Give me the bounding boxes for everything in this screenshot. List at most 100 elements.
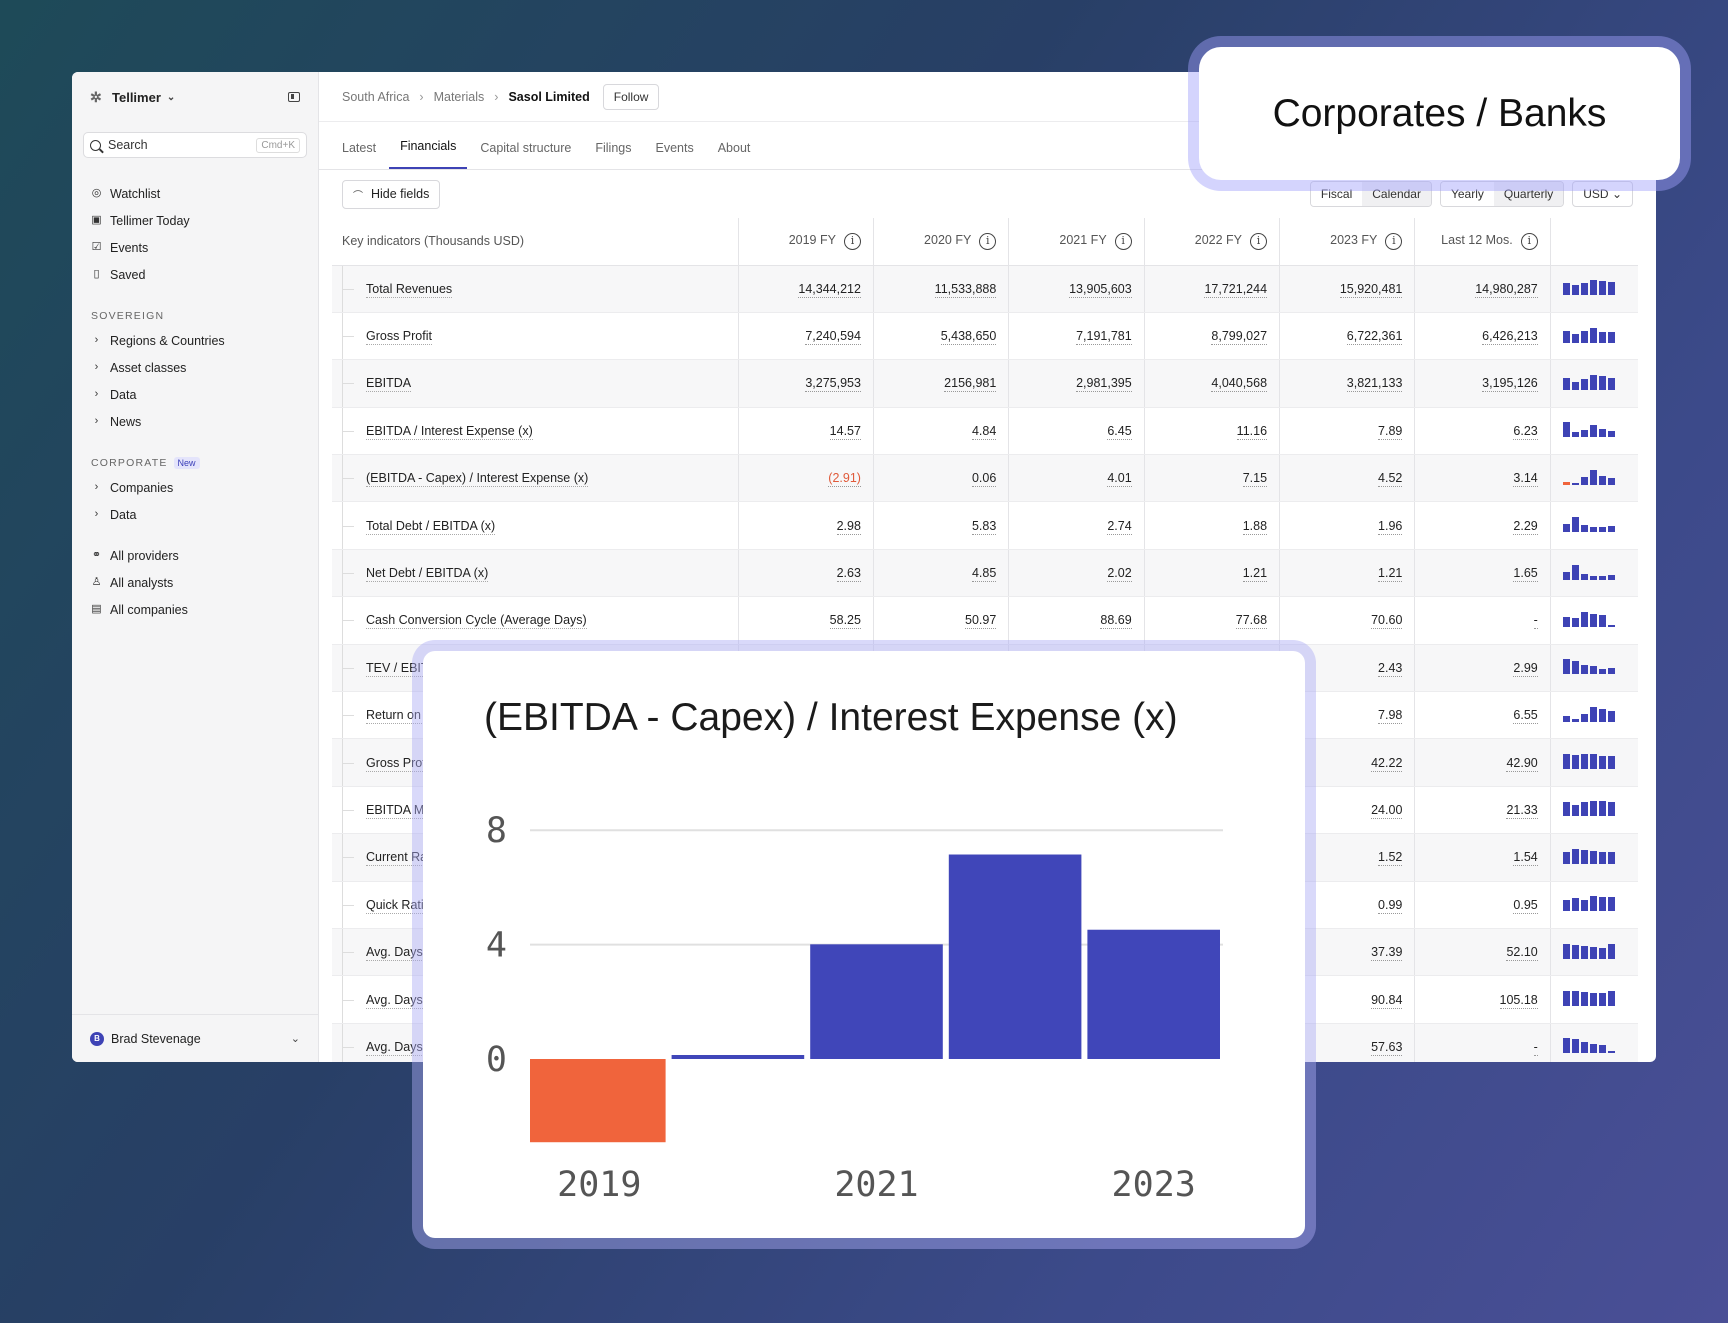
value-cell: 4.85: [872, 549, 1009, 598]
chevron-right-icon: ›: [419, 89, 424, 104]
sparkline-bar: [1580, 283, 1588, 296]
sparkline-bar: [1580, 430, 1588, 438]
nav-all-analysts[interactable]: ♙ All analysts: [72, 569, 318, 596]
section-sovereign: SOVEREIGN: [91, 310, 165, 322]
row-label[interactable]: (EBITDA - Capex) / Interest Expense (x): [366, 471, 589, 488]
tab-filings[interactable]: Filings: [595, 141, 632, 155]
value-cell: 88.69: [1008, 596, 1145, 645]
value-cell: 3,275,953: [737, 359, 874, 408]
tab-latest[interactable]: Latest: [342, 141, 377, 155]
sparkline-bar: [1580, 525, 1588, 533]
currency-value: USD: [1583, 187, 1609, 201]
tab-financials[interactable]: Financials: [389, 139, 468, 169]
sparkline: [1562, 848, 1615, 864]
sparkline-bar: [1598, 281, 1606, 296]
nav-saved[interactable]: ▯ Saved: [72, 261, 318, 288]
follow-button[interactable]: Follow: [602, 83, 660, 110]
nav-regions-countries[interactable]: › Regions & Countries: [72, 327, 318, 354]
nav-sovereign-data[interactable]: › Data: [72, 381, 318, 408]
nav-tellimer-today[interactable]: ▣ Tellimer Today: [72, 207, 318, 234]
currency-select[interactable]: USD ⌄: [1572, 181, 1633, 207]
calendar-option[interactable]: Calendar: [1362, 182, 1431, 206]
breadcrumb-country[interactable]: South Africa: [342, 89, 410, 104]
sparkline-bar: [1571, 432, 1579, 438]
cell-value: 2.98: [836, 518, 861, 535]
value-cell: 6,722,361: [1279, 312, 1415, 361]
nav-companies[interactable]: › Companies: [72, 474, 318, 501]
table-row[interactable]: EBITDA / Interest Expense (x) 14.57 4.84 6.…: [332, 407, 1638, 456]
sparkline-bar: [1607, 377, 1615, 390]
sparkline-bar: [1589, 946, 1597, 959]
info-icon[interactable]: i: [1520, 232, 1538, 250]
tab-about[interactable]: About: [717, 141, 751, 155]
nav-all-providers[interactable]: ⚭ All providers: [72, 542, 318, 569]
value-cell: 7,191,781: [1008, 312, 1145, 361]
sparkline-cell: [1549, 359, 1638, 408]
cell-value: 7.15: [1242, 471, 1268, 488]
bar-2023[interactable]: [1087, 929, 1220, 1059]
workspace-switcher[interactable]: ✲ Tellimer ⌄: [72, 72, 318, 122]
row-label[interactable]: EBITDA: [366, 376, 412, 393]
tab-capital-structure[interactable]: Capital structure: [480, 141, 572, 155]
info-icon[interactable]: i: [979, 232, 997, 250]
value-cell: 21.33: [1414, 786, 1551, 835]
sparkline: [1562, 658, 1615, 675]
table-row[interactable]: Total Debt / EBITDA (x) 2.98 5.83 2.74 1.88 1…: [332, 501, 1638, 550]
nav-all-companies[interactable]: ▤ All companies: [72, 596, 318, 623]
info-icon[interactable]: i: [843, 232, 861, 250]
table-row[interactable]: Cash Conversion Cycle (Average Days) 58.2…: [332, 596, 1638, 645]
chevron-down-icon: ⌄: [166, 91, 176, 103]
eye-off-icon: ⌒: [353, 190, 363, 202]
nav-asset-classes[interactable]: › Asset classes: [72, 354, 318, 381]
sparkline-bar: [1598, 331, 1606, 343]
bar-2021[interactable]: [810, 944, 943, 1059]
value-cell: 0.06: [872, 454, 1009, 503]
breadcrumb-sector[interactable]: Materials: [433, 89, 485, 104]
column-header: 2019 FY i: [737, 218, 874, 266]
row-label[interactable]: Gross Profit: [366, 329, 432, 346]
row-label[interactable]: Total Revenues: [366, 281, 453, 298]
table-row[interactable]: EBITDA 3,275,953 2156,981 2,981,395 4,040,56…: [332, 359, 1638, 408]
row-label[interactable]: EBITDA / Interest Expense (x): [366, 423, 533, 440]
table-row[interactable]: (EBITDA - Capex) / Interest Expense (x) (…: [332, 454, 1638, 503]
info-icon[interactable]: i: [1250, 232, 1268, 250]
value-cell: 3,821,133: [1279, 359, 1415, 408]
collapse-sidebar-icon[interactable]: [288, 92, 300, 102]
nav-news[interactable]: › News: [72, 408, 318, 435]
table-row[interactable]: Total Revenues 14,344,212 11,533,888 13,905…: [332, 265, 1638, 313]
nav-watchlist[interactable]: ◎ Watchlist: [72, 180, 318, 207]
cell-value: 7.89: [1378, 423, 1403, 440]
sparkline-bar: [1607, 574, 1615, 580]
hide-fields-button[interactable]: ⌒ Hide fields: [342, 179, 441, 209]
row-label[interactable]: Net Debt / EBITDA (x): [366, 566, 489, 583]
value-cell: (2.91): [737, 454, 874, 503]
tab-events[interactable]: Events: [655, 141, 694, 155]
cell-value: 3.14: [1513, 471, 1538, 488]
fiscal-option[interactable]: Fiscal: [1310, 182, 1363, 206]
info-icon[interactable]: i: [1114, 232, 1132, 250]
nav-corporate-data[interactable]: › Data: [72, 501, 318, 528]
info-icon[interactable]: i: [1385, 232, 1403, 250]
sparkline: [1562, 895, 1615, 912]
quarterly-option[interactable]: Quarterly: [1493, 182, 1564, 206]
value-cell: 50.97: [872, 596, 1009, 645]
bar-2019[interactable]: [530, 1059, 666, 1143]
nav-label: Data: [110, 507, 137, 522]
row-label[interactable]: Cash Conversion Cycle (Average Days): [366, 613, 587, 630]
user-menu[interactable]: B Brad Stevenage ⌄: [72, 1014, 318, 1062]
sparkline-bar: [1571, 991, 1579, 1007]
bar-2022[interactable]: [948, 854, 1082, 1059]
column-header: 2020 FY i: [872, 218, 1009, 266]
sparkline-header: [1549, 218, 1638, 266]
nav-events[interactable]: ☑ Events: [72, 234, 318, 261]
bar-2020[interactable]: [671, 1055, 805, 1059]
row-label[interactable]: Total Debt / EBITDA (x): [366, 518, 496, 535]
sparkline: [1562, 564, 1615, 580]
table-row[interactable]: Net Debt / EBITDA (x) 2.63 4.85 2.02 1.21 1.2…: [332, 549, 1638, 598]
value-cell: 1.21: [1279, 549, 1415, 598]
search-input[interactable]: Search Cmd+K: [83, 132, 307, 158]
table-row[interactable]: Gross Profit 7,240,594 5,438,650 7,191,781 8…: [332, 312, 1638, 361]
value-cell: 70.60: [1279, 596, 1415, 645]
avatar: B: [90, 1031, 104, 1046]
yearly-option[interactable]: Yearly: [1440, 182, 1494, 206]
